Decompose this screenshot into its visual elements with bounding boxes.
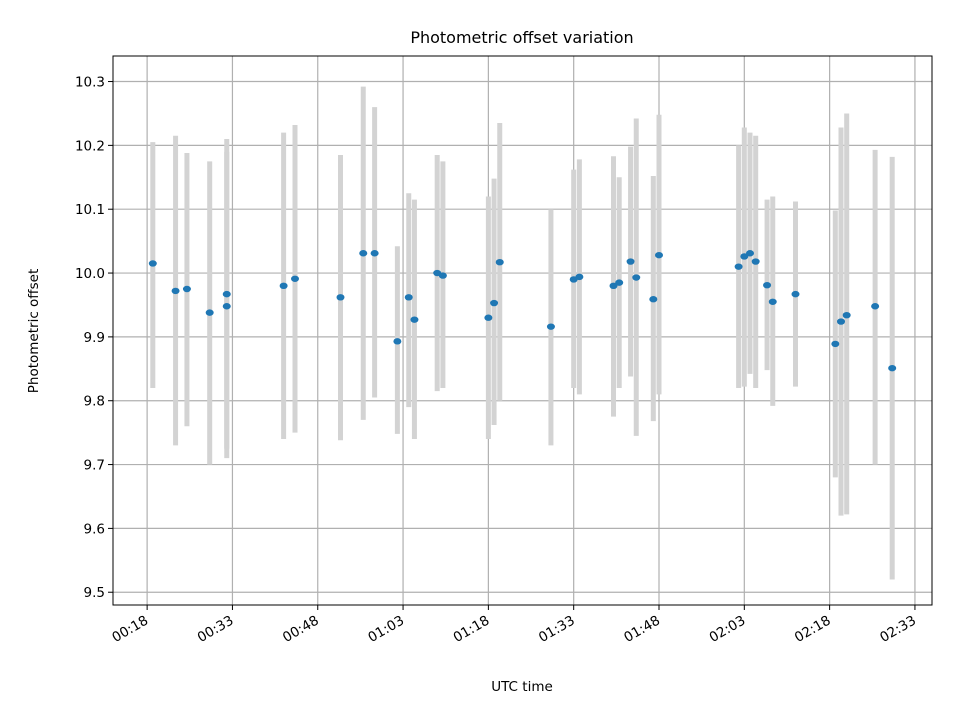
data-point bbox=[649, 296, 658, 303]
x-tick-label: 02:03 bbox=[707, 613, 749, 646]
y-tick-label: 9.9 bbox=[84, 330, 105, 346]
x-tick-label: 00:18 bbox=[109, 613, 151, 646]
data-point bbox=[336, 294, 345, 301]
data-point bbox=[763, 281, 772, 289]
x-tick-label: 01:03 bbox=[365, 613, 407, 646]
data-point bbox=[632, 274, 641, 281]
y-tick-label: 10.3 bbox=[75, 75, 105, 91]
x-tick-label: 01:48 bbox=[621, 613, 663, 646]
data-point bbox=[222, 303, 231, 310]
data-point bbox=[393, 338, 402, 345]
y-tick-label: 9.7 bbox=[84, 458, 105, 474]
data-point bbox=[438, 272, 447, 279]
data-point bbox=[871, 303, 880, 310]
x-tick-label: 02:18 bbox=[792, 613, 834, 646]
x-tick-label: 02:33 bbox=[877, 613, 919, 646]
x-tick-label: 00:48 bbox=[280, 613, 322, 646]
x-axis: 00:18 00:33 00:48 01:03 01:18 01:33 01:48 02:03… bbox=[109, 605, 919, 646]
chart-title: Photometric offset variation bbox=[410, 28, 633, 47]
y-tick-label: 10.1 bbox=[75, 202, 105, 218]
data-point bbox=[410, 316, 419, 323]
x-tick-label: 01:33 bbox=[536, 613, 578, 646]
data-point bbox=[791, 290, 800, 298]
data-points bbox=[148, 250, 897, 372]
y-tick-label: 9.5 bbox=[84, 585, 105, 601]
data-point bbox=[831, 340, 840, 348]
data-point bbox=[495, 258, 504, 266]
data-point bbox=[222, 290, 231, 298]
data-point bbox=[484, 314, 493, 321]
data-point bbox=[370, 250, 379, 257]
y-axis-label: Photometric offset bbox=[26, 269, 42, 393]
data-point bbox=[746, 250, 754, 257]
data-point bbox=[655, 251, 663, 259]
data-point bbox=[626, 258, 635, 265]
data-point bbox=[837, 318, 845, 325]
data-point bbox=[615, 279, 624, 286]
data-point bbox=[546, 323, 555, 330]
y-tick-label: 10.0 bbox=[75, 266, 105, 282]
data-point bbox=[740, 253, 749, 260]
grid bbox=[113, 56, 932, 605]
data-point bbox=[404, 294, 413, 301]
data-point bbox=[148, 260, 157, 267]
y-tick-label: 10.2 bbox=[75, 138, 105, 154]
data-point bbox=[359, 250, 368, 257]
x-tick-label: 00:33 bbox=[195, 613, 237, 646]
x-tick-label: 01:18 bbox=[451, 613, 493, 646]
data-point bbox=[490, 299, 499, 307]
data-point bbox=[205, 309, 214, 316]
y-axis: 9.5 9.6 9.7 9.8 9.9 10.0 10.1 10.2 10.3 bbox=[75, 75, 113, 601]
data-point bbox=[279, 282, 288, 290]
data-point bbox=[171, 287, 180, 295]
y-tick-label: 9.6 bbox=[84, 521, 105, 537]
x-axis-label: UTC time bbox=[491, 679, 553, 695]
y-tick-label: 9.8 bbox=[84, 394, 105, 410]
data-point bbox=[182, 285, 191, 293]
data-point bbox=[575, 273, 584, 281]
plot-frame bbox=[112, 55, 933, 606]
data-point bbox=[751, 258, 760, 265]
data-point bbox=[888, 364, 897, 372]
data-point bbox=[609, 282, 618, 290]
error-bars bbox=[150, 86, 895, 580]
data-point bbox=[842, 311, 851, 319]
data-point bbox=[291, 275, 299, 282]
data-point bbox=[734, 263, 743, 270]
data-point bbox=[768, 298, 777, 305]
